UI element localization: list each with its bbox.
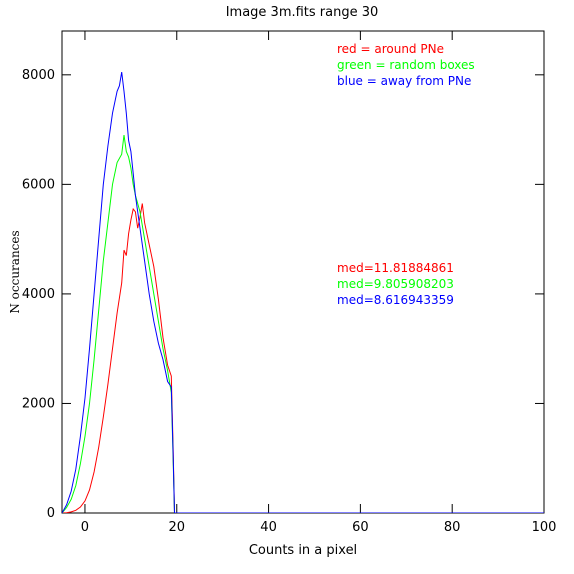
x-tick-label: 0: [81, 520, 89, 535]
median-label: med=11.81884861: [337, 261, 454, 275]
y-tick-label: 2000: [22, 396, 55, 411]
series-line-1: [62, 135, 544, 513]
legend-entry: green = random boxes: [337, 58, 475, 72]
series-line-0: [62, 203, 544, 513]
x-tick-label: 20: [168, 520, 185, 535]
axis-ticks: 0 20 40 60 80 100 0 2000 4000 6000 8000: [22, 31, 557, 535]
chart-title: Image 3m.fits range 30: [226, 5, 379, 20]
legend: red = around PNe green = random boxes blue…: [337, 42, 475, 88]
y-tick-label: 0: [47, 506, 55, 521]
median-label: med=9.805908203: [337, 277, 454, 291]
x-tick-label: 40: [260, 520, 277, 535]
series-line-2: [62, 72, 544, 513]
x-axis-label: Counts in a pixel: [249, 543, 357, 558]
legend-entry: red = around PNe: [337, 42, 444, 56]
y-tick-label: 4000: [22, 287, 55, 302]
series-lines: [62, 72, 544, 513]
y-tick-label: 6000: [22, 177, 55, 192]
x-tick-label: 60: [352, 520, 369, 535]
median-label: med=8.616943359: [337, 293, 454, 307]
x-tick-label: 80: [444, 520, 461, 535]
y-tick-label: 8000: [22, 68, 55, 83]
x-tick-label: 100: [532, 520, 557, 535]
legend-entry: blue = away from PNe: [337, 74, 471, 88]
y-axis-label: N occurances: [8, 230, 22, 313]
median-labels: med=11.81884861 med=9.805908203 med=8.6169…: [337, 261, 454, 307]
